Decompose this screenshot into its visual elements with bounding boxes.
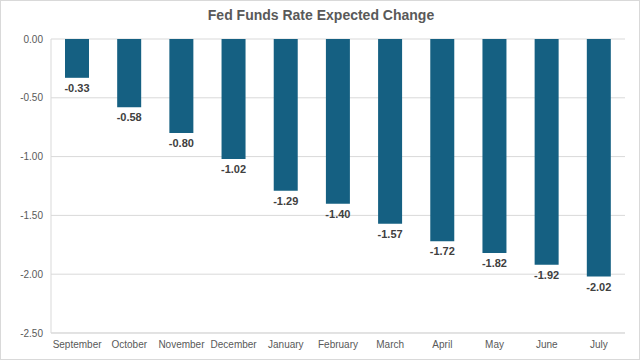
svg-text:-1.00: -1.00 [20,151,43,162]
svg-text:March: March [376,339,404,350]
svg-text:-1.57: -1.57 [378,228,403,240]
svg-text:July: July [590,339,608,350]
svg-text:September: September [53,339,103,350]
svg-text:-1.82: -1.82 [482,257,507,269]
svg-text:May: May [485,339,504,350]
svg-text:-1.40: -1.40 [325,208,350,220]
svg-text:October: October [111,339,147,350]
svg-text:January: January [268,339,304,350]
svg-text:December: December [211,339,258,350]
svg-text:-0.58: -0.58 [117,111,142,123]
svg-text:-1.02: -1.02 [221,163,246,175]
svg-text:0.00: 0.00 [24,34,44,45]
svg-text:-1.92: -1.92 [534,269,559,281]
svg-text:June: June [536,339,558,350]
svg-text:-0.80: -0.80 [169,137,194,149]
svg-text:-1.50: -1.50 [20,210,43,221]
svg-text:-2.02: -2.02 [586,281,611,293]
svg-text:February: February [318,339,358,350]
svg-text:-2.50: -2.50 [20,328,43,339]
svg-text:-1.29: -1.29 [273,195,298,207]
svg-text:-0.50: -0.50 [20,92,43,103]
svg-text:-0.33: -0.33 [64,82,89,94]
html-text:Fed Funds Rate Expected Change: Fed Funds Rate Expected Change [207,7,435,23]
svg-text:November: November [158,339,205,350]
svg-text:-2.00: -2.00 [20,269,43,280]
svg-text:April: April [432,339,452,350]
svg-text:-1.72: -1.72 [430,245,455,257]
